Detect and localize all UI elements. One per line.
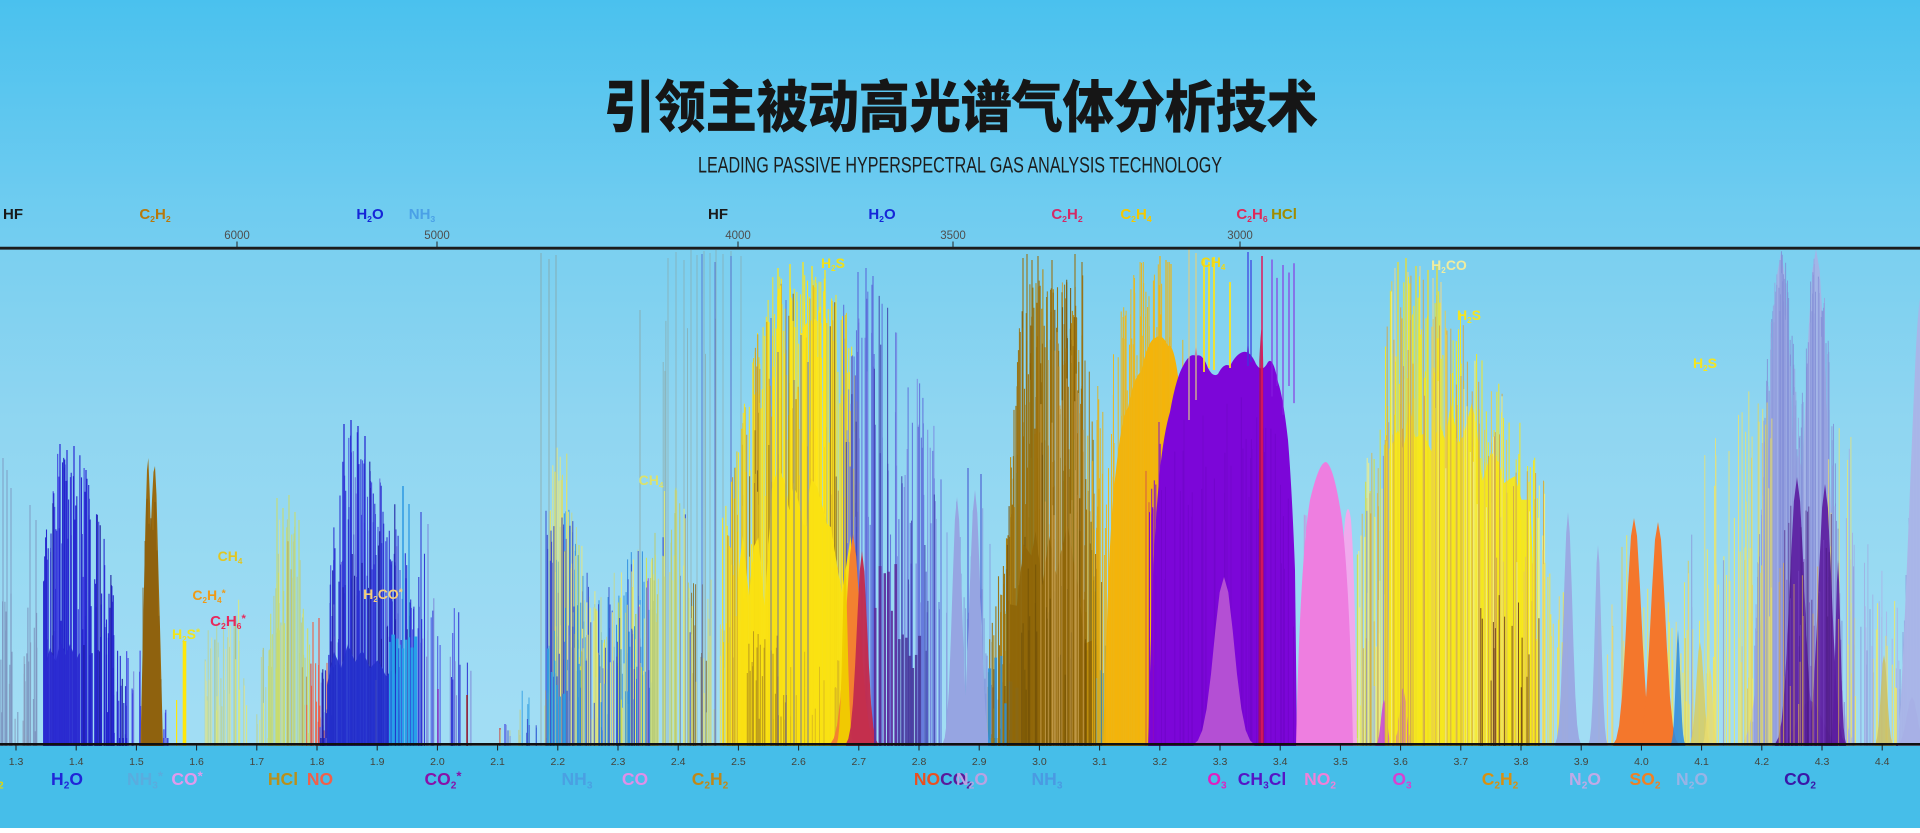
svg-text:3.8: 3.8 xyxy=(1514,756,1529,768)
svg-text:4.3: 4.3 xyxy=(1815,756,1830,768)
svg-text:N2O: N2O xyxy=(956,769,988,792)
svg-text:1.8: 1.8 xyxy=(310,756,325,768)
svg-text:HF: HF xyxy=(708,206,728,223)
svg-text:1.6: 1.6 xyxy=(189,756,204,768)
svg-text:CH4: CH4 xyxy=(218,548,243,566)
svg-text:N2O: N2O xyxy=(1676,769,1708,792)
svg-text:2.6: 2.6 xyxy=(791,756,806,768)
svg-text:4.2: 4.2 xyxy=(1754,756,1769,768)
svg-text:2.4: 2.4 xyxy=(671,756,686,768)
svg-text:H2CO*: H2CO* xyxy=(363,586,404,604)
svg-text:H2O: H2O xyxy=(356,206,384,224)
svg-text:NO: NO xyxy=(914,769,940,789)
svg-text:HF: HF xyxy=(3,206,23,223)
svg-text:1.5: 1.5 xyxy=(129,756,144,768)
svg-text:C2H4: C2H4 xyxy=(1120,206,1152,224)
svg-text:H2S: H2S xyxy=(1693,355,1717,373)
svg-text:2.0: 2.0 xyxy=(430,756,445,768)
svg-text:N2O: N2O xyxy=(1569,769,1601,792)
svg-text:C2H2: C2H2 xyxy=(1482,769,1519,792)
svg-text:3.7: 3.7 xyxy=(1453,756,1468,768)
svg-text:3.9: 3.9 xyxy=(1574,756,1589,768)
svg-text:CO2*: CO2* xyxy=(425,769,463,792)
svg-text:O3: O3 xyxy=(1207,769,1227,792)
svg-text:H2S*: H2S* xyxy=(172,626,201,644)
svg-text:NO: NO xyxy=(307,769,333,789)
svg-text:3000: 3000 xyxy=(1227,230,1253,242)
svg-text:NH3: NH3 xyxy=(1032,769,1063,792)
svg-text:C2H2: C2H2 xyxy=(692,769,729,792)
svg-text:C2H6*: C2H6* xyxy=(210,613,246,631)
svg-text:6000: 6000 xyxy=(224,230,250,242)
svg-text:H2CO: H2CO xyxy=(1431,257,1467,275)
svg-text:3.3: 3.3 xyxy=(1213,756,1228,768)
svg-text:4.0: 4.0 xyxy=(1634,756,1649,768)
svg-text:2.3: 2.3 xyxy=(611,756,626,768)
svg-text:NH3*: NH3* xyxy=(127,769,164,792)
svg-text:CO: CO xyxy=(622,769,648,789)
svg-text:2.8: 2.8 xyxy=(912,756,927,768)
svg-text:2.2: 2.2 xyxy=(550,756,565,768)
svg-text:4.1: 4.1 xyxy=(1694,756,1709,768)
svg-text:CH4: CH4 xyxy=(639,472,664,490)
svg-text:3.4: 3.4 xyxy=(1273,756,1288,768)
svg-text:1.4: 1.4 xyxy=(69,756,84,768)
svg-text:NO2: NO2 xyxy=(1304,769,1336,792)
svg-text:4000: 4000 xyxy=(725,230,751,242)
svg-text:3.6: 3.6 xyxy=(1393,756,1408,768)
svg-text:1.3: 1.3 xyxy=(9,756,24,768)
svg-text:C2H2: C2H2 xyxy=(139,206,171,224)
svg-text:H2S: H2S xyxy=(1457,307,1481,325)
svg-text:2.7: 2.7 xyxy=(851,756,866,768)
svg-text:1.9: 1.9 xyxy=(370,756,385,768)
svg-text:C2H4*: C2H4* xyxy=(192,587,226,605)
svg-text:HCl: HCl xyxy=(268,769,298,789)
svg-text:CO2: CO2 xyxy=(1784,769,1816,792)
svg-text:C2H6: C2H6 xyxy=(1236,206,1268,224)
svg-text:CH4: CH4 xyxy=(1201,254,1226,272)
svg-text:2.9: 2.9 xyxy=(972,756,987,768)
svg-text:3.1: 3.1 xyxy=(1092,756,1107,768)
svg-text:2.1: 2.1 xyxy=(490,756,505,768)
svg-text:3500: 3500 xyxy=(940,230,966,242)
svg-text:4.4: 4.4 xyxy=(1875,756,1890,768)
svg-text:H2O: H2O xyxy=(868,206,896,224)
svg-text:3.0: 3.0 xyxy=(1032,756,1047,768)
svg-text:CH3Cl: CH3Cl xyxy=(1238,769,1286,792)
svg-text:SO2: SO2 xyxy=(1630,769,1661,792)
svg-text:5000: 5000 xyxy=(424,230,450,242)
svg-text:3.5: 3.5 xyxy=(1333,756,1348,768)
svg-text:H2S: H2S xyxy=(821,255,845,273)
svg-text:1.7: 1.7 xyxy=(249,756,264,768)
svg-text:O3: O3 xyxy=(1392,769,1412,792)
svg-text:C2H2: C2H2 xyxy=(1051,206,1083,224)
svg-text:NH3: NH3 xyxy=(409,206,436,224)
svg-text:H2O: H2O xyxy=(51,769,83,792)
svg-text:CO2: CO2 xyxy=(940,769,972,792)
svg-text:O2: O2 xyxy=(0,769,4,792)
svg-text:3.2: 3.2 xyxy=(1152,756,1167,768)
svg-text:LEADING PASSIVE HYPERSPECTRAL: LEADING PASSIVE HYPERSPECTRAL GAS ANALYS… xyxy=(698,153,1222,178)
svg-text:HCl: HCl xyxy=(1271,206,1297,223)
svg-text:NH3: NH3 xyxy=(562,769,593,792)
svg-text:2.5: 2.5 xyxy=(731,756,746,768)
svg-text:CO*: CO* xyxy=(171,769,203,789)
